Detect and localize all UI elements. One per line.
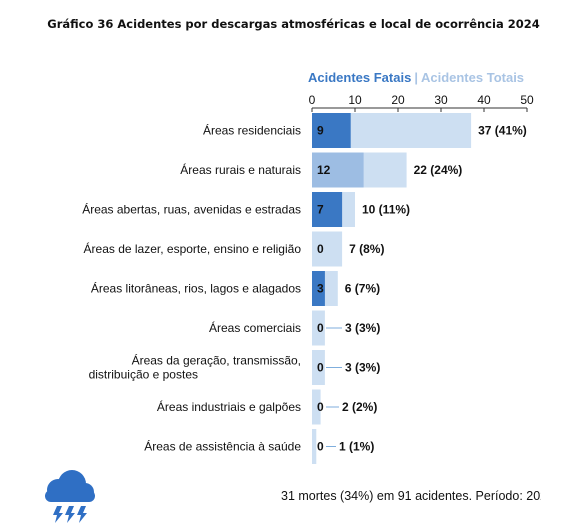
legend-fatal: Acidentes Fatais: [308, 70, 412, 85]
bar-total: [312, 429, 317, 464]
x-tick-label: 30: [434, 93, 448, 107]
bar-fatal: [312, 271, 325, 306]
category-label: Áreas industriais e galpões: [157, 399, 301, 414]
x-tick-label: 20: [391, 93, 405, 107]
data-label-fatal: 0: [317, 440, 324, 454]
data-label-fatal: 0: [317, 242, 324, 256]
data-label-total: 10 (11%): [362, 203, 410, 217]
data-label-total: 3 (3%): [345, 321, 380, 335]
x-tick-label: 10: [348, 93, 362, 107]
chart-legend: Acidentes Fatais | Acidentes Totais: [308, 70, 524, 85]
bar-total: [312, 350, 325, 385]
chart-footer-note: 31 mortes (34%) em 91 acidentes. Período…: [281, 489, 541, 503]
data-label-total: 6 (7%): [345, 282, 380, 296]
data-label-fatal: 0: [317, 321, 324, 335]
data-label-total: 7 (8%): [349, 242, 384, 256]
category-label: Áreas residenciais: [203, 123, 301, 138]
category-label: Áreas litorâneas, rios, lagos e alagados: [91, 281, 301, 296]
bar-fatal: [312, 192, 343, 227]
chart-title: Gráfico 36 Acidentes por descargas atmos…: [47, 17, 540, 31]
storm-cloud-icon: [45, 470, 95, 523]
data-label-fatal: 12: [317, 163, 331, 177]
data-label-total: 22 (24%): [414, 163, 463, 177]
data-label-fatal: 7: [317, 203, 324, 217]
data-label-fatal: 3: [317, 282, 324, 296]
data-label-fatal: 9: [317, 124, 324, 138]
data-label-total: 1 (1%): [339, 440, 374, 454]
category-label: Áreas de assistência à saúde: [144, 439, 301, 454]
data-label-fatal: 0: [317, 400, 324, 414]
legend-total: Acidentes Totais: [420, 70, 525, 85]
bar-total: [312, 389, 321, 425]
data-label-total: 2 (2%): [342, 400, 377, 414]
data-label-total: 3 (3%): [345, 361, 380, 375]
x-tick-label: 0: [309, 93, 316, 107]
data-label-total: 37 (41%): [478, 124, 527, 138]
x-tick-label: 40: [477, 93, 491, 107]
data-label-fatal: 0: [317, 361, 324, 375]
category-label: Áreas abertas, ruas, avenidas e estradas: [82, 202, 301, 217]
x-tick-label: 50: [520, 93, 534, 107]
legend-separator: |: [414, 70, 418, 85]
category-label: Áreas rurais e naturais: [180, 162, 301, 177]
category-label: Áreas de lazer, esporte, ensino e religi…: [84, 241, 302, 256]
bar-total: [312, 231, 343, 267]
category-label: Áreas da geração, transmissão, distribuiç…: [89, 353, 301, 382]
bar-fatal: [312, 152, 364, 188]
bar-fatal: [312, 113, 351, 148]
bar-total: [312, 310, 325, 346]
category-label: Áreas comerciais: [209, 320, 301, 335]
